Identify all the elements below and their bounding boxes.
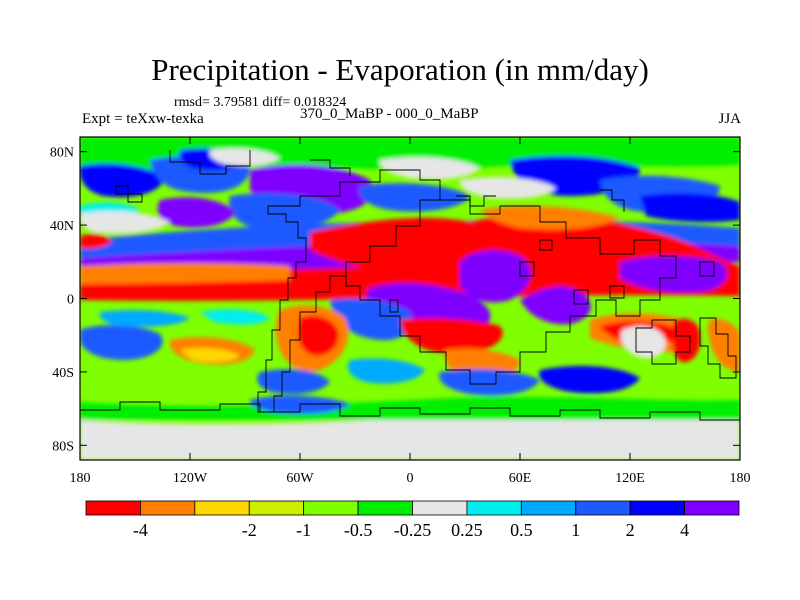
- lat-tick-label: 80N: [50, 146, 74, 161]
- colorbar-swatch: [85, 500, 141, 516]
- experiment-label: Expt = teXxw-texka: [82, 111, 204, 127]
- coastline-1: [345, 199, 677, 385]
- coastline-5: [169, 150, 251, 175]
- colorbar-swatch: [194, 500, 250, 516]
- coastline-6: [115, 185, 143, 203]
- coastline-13: [600, 189, 625, 212]
- coastline-0: [257, 169, 441, 413]
- coastline-4: [80, 401, 740, 421]
- coastlines: [80, 150, 740, 421]
- field-region-29: [347, 358, 425, 384]
- field-region-27: [200, 309, 270, 325]
- colorbar-label: 0.5: [510, 520, 533, 540]
- field-region-38: [157, 197, 236, 228]
- lon-tick-label: 0: [407, 471, 414, 486]
- pe-field-contours: [80, 137, 740, 460]
- lat-tick-label: 80S: [52, 439, 74, 454]
- colorbar-label: 0.25: [451, 520, 483, 540]
- coastline-3: [699, 317, 737, 379]
- coastline-12: [389, 299, 399, 313]
- lon-tick-label: 180: [730, 471, 751, 486]
- colorbar-swatch: [520, 500, 577, 516]
- colorbar-label: -1: [296, 520, 311, 540]
- colorbar-swatch: [575, 500, 631, 516]
- field-region-26: [99, 310, 190, 327]
- field-region-9: [460, 250, 531, 303]
- chart-title: Precipitation - Evaporation (in mm/day): [151, 52, 649, 87]
- lon-tick-label: 180: [70, 471, 91, 486]
- colorbar: -4 -2 -1 -0.5 -0.25 0.25 0.5 1 2 4: [85, 500, 740, 540]
- coastline-11: [699, 261, 715, 277]
- field-region-15: [297, 315, 339, 356]
- lat-tick-label: 40N: [50, 219, 74, 234]
- colorbar-label: -2: [242, 520, 257, 540]
- field-region-31: [539, 365, 640, 394]
- difference-label: 370_0_MaBP - 000_0_MaBP: [300, 106, 479, 122]
- colorbar-label: -0.25: [394, 520, 432, 540]
- season-label: JJA: [718, 111, 741, 127]
- colorbar-swatch: [629, 500, 685, 516]
- field-region-10: [520, 286, 591, 325]
- lat-tick-label: 0: [67, 293, 74, 308]
- colorbar-swatch: [684, 500, 740, 516]
- colorbar-label: 1: [571, 520, 580, 540]
- field-region-6: [80, 263, 290, 284]
- field-region-39: [209, 148, 280, 166]
- field-region-1: [80, 412, 740, 460]
- lon-tick-label: 120E: [615, 471, 645, 486]
- lat-tick-label: 40S: [52, 366, 74, 381]
- lon-tick-label: 60E: [509, 471, 532, 486]
- coastline-9: [573, 289, 589, 305]
- field-region-13: [330, 298, 413, 341]
- colorbar-swatch: [357, 500, 413, 516]
- map-axes: 80N 40N 0 40S 80S 180 120W 60W 0 60E 120E 180: [50, 137, 751, 486]
- colorbar-swatch: [303, 500, 359, 516]
- field-region-25: [80, 325, 163, 360]
- lon-tick-label: 60W: [286, 471, 314, 486]
- field-region-33: [80, 163, 165, 198]
- field-region-21: [672, 318, 701, 363]
- colorbar-swatch: [140, 500, 196, 516]
- field-region-47: [80, 211, 170, 234]
- field-region-8: [480, 205, 620, 230]
- field-region-44: [640, 193, 740, 223]
- coastline-14: [310, 159, 351, 176]
- field-region-30: [439, 369, 540, 396]
- field-region-48: [80, 234, 112, 249]
- coastline-7: [456, 195, 496, 207]
- colorbar-swatch: [248, 500, 305, 516]
- coastline-8: [519, 261, 535, 277]
- field-region-37: [229, 193, 340, 230]
- colorbar-swatch: [412, 500, 468, 516]
- rmsd-diff-stats: rmsd= 3.79581 diff= 0.018324: [174, 95, 347, 110]
- coastline-2: [635, 319, 691, 365]
- field-region-28: [257, 369, 330, 394]
- field-region-45: [459, 177, 556, 199]
- field-region-40: [379, 157, 480, 180]
- colorbar-label: 2: [626, 520, 635, 540]
- colorbar-swatch: [466, 500, 522, 516]
- colorbar-label: 4: [680, 520, 689, 540]
- coastline-15: [539, 239, 553, 251]
- field-region-24: [180, 348, 240, 363]
- field-region-41: [359, 183, 470, 212]
- coastline-10: [609, 285, 625, 299]
- lon-tick-label: 120W: [173, 471, 208, 486]
- colorbar-label: -0.5: [344, 520, 373, 540]
- colorbar-label: -4: [133, 520, 148, 540]
- field-region-16: [400, 318, 503, 354]
- field-region-20: [620, 326, 666, 359]
